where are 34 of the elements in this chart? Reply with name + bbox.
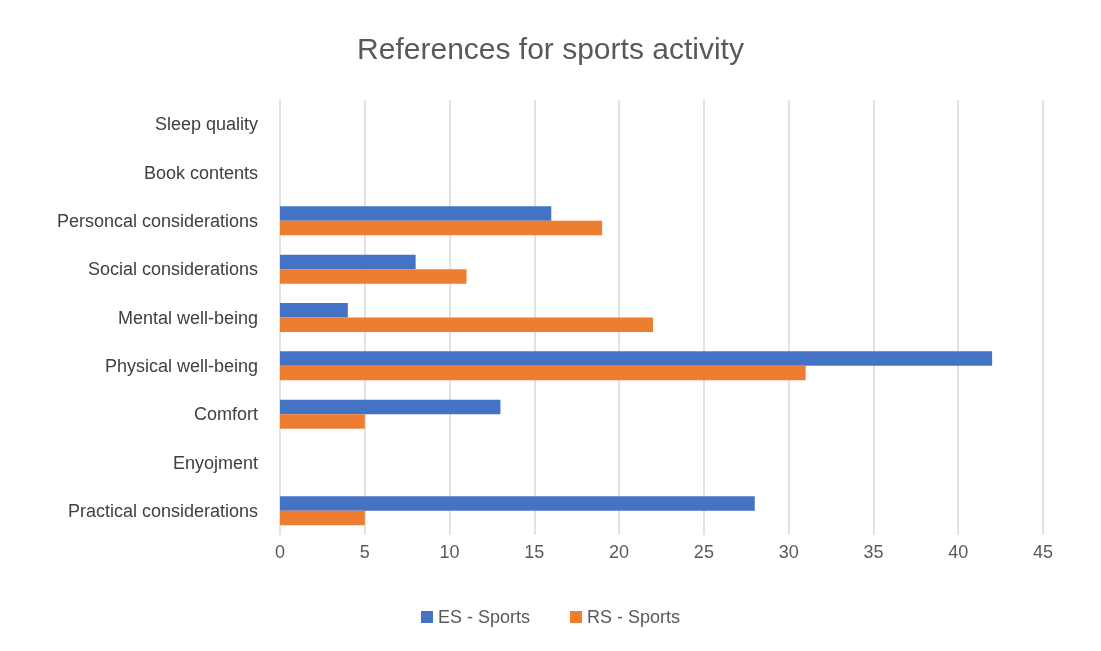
bar [280,269,467,284]
legend-label: ES - Sports [437,607,530,627]
y-tick-label: Practical considerations [67,500,258,521]
x-tick-label: 5 [359,542,370,562]
y-tick-label: Social considerations [87,259,258,280]
y-tick-label: Mental well-being [117,307,258,328]
bar [280,303,348,318]
x-tick-label: 25 [693,542,714,562]
legend-label: RS - Sports [587,607,681,627]
bar [280,351,993,366]
x-tick-label: 45 [1032,542,1054,562]
bar [280,414,365,429]
y-tick-label: Comfort [193,404,258,425]
x-tick-label: 30 [778,542,799,562]
bar [280,496,755,511]
bar [280,206,552,221]
bar [280,399,501,415]
chart-title: References for sports activity [357,31,744,65]
bar [280,254,416,270]
bar [280,510,365,526]
bar [280,317,654,332]
x-tick-label: 20 [609,542,630,562]
bar [280,220,603,236]
y-tick-label: Sleep quality [154,114,258,135]
x-tick-label: 40 [948,542,969,562]
y-tick-label: Physical well-being [104,355,258,376]
x-tick-label: 0 [274,542,286,562]
bar [280,365,806,381]
x-tick-label: 35 [863,542,884,562]
y-tick-label: Book contents [143,162,258,183]
x-tick-label: 15 [524,542,545,562]
x-tick-label: 10 [439,542,460,562]
y-tick-label: Enyojment [172,452,258,473]
y-tick-label: Personcal considerations [56,210,258,231]
